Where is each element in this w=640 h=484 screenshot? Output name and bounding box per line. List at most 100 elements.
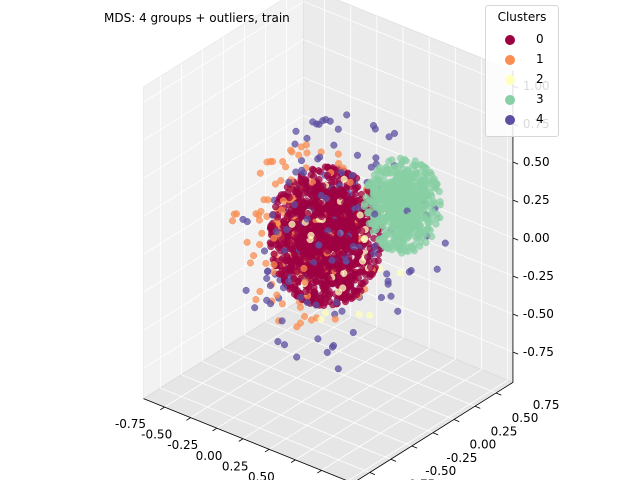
y-tick-mark xyxy=(453,419,460,422)
point-cluster-0 xyxy=(297,175,305,183)
point-cluster-0 xyxy=(329,206,337,214)
point-cluster-3 xyxy=(375,206,383,214)
point-cluster-0 xyxy=(346,211,354,219)
point-cluster-4 xyxy=(348,171,356,179)
point-cluster-3 xyxy=(433,214,441,222)
point-cluster-3 xyxy=(395,162,403,170)
point-cluster-0 xyxy=(307,171,315,179)
point-cluster-0 xyxy=(352,184,360,192)
point-cluster-0 xyxy=(340,249,348,257)
point-cluster-3 xyxy=(375,222,383,230)
y-tick-mark xyxy=(495,392,502,396)
z-tick-label: -0.50 xyxy=(523,307,554,321)
point-cluster-2 xyxy=(335,288,343,296)
point-cluster-0 xyxy=(330,186,338,194)
x-tick-mark xyxy=(186,417,191,421)
y-tick-label: -0.50 xyxy=(425,464,456,478)
z-tick-mark xyxy=(512,275,519,279)
point-cluster-3 xyxy=(389,192,397,200)
point-cluster-0 xyxy=(321,264,329,272)
point-cluster-4 xyxy=(316,153,324,161)
point-cluster-3 xyxy=(421,186,429,194)
point-cluster-3 xyxy=(370,171,378,179)
point-cluster-1 xyxy=(250,252,258,260)
point-cluster-4 xyxy=(394,307,402,315)
point-cluster-4 xyxy=(297,293,305,301)
point-cluster-1 xyxy=(273,291,281,299)
point-cluster-4 xyxy=(278,317,286,325)
point-cluster-1 xyxy=(256,240,264,248)
point-cluster-0 xyxy=(301,244,309,252)
x-tick-label: 0.25 xyxy=(222,459,249,473)
point-cluster-0 xyxy=(334,219,342,227)
point-cluster-2 xyxy=(396,269,404,277)
point-cluster-3 xyxy=(403,170,411,178)
point-cluster-3 xyxy=(410,190,418,198)
point-cluster-0 xyxy=(330,194,338,202)
point-cluster-4 xyxy=(303,215,311,223)
x-tick-mark xyxy=(212,427,218,432)
y-tick-label: -0.25 xyxy=(446,451,477,465)
point-cluster-2 xyxy=(340,175,348,183)
point-cluster-0 xyxy=(318,291,326,299)
point-cluster-0 xyxy=(338,263,346,271)
point-cluster-2 xyxy=(359,257,367,265)
point-cluster-3 xyxy=(369,190,377,198)
x-tick-mark xyxy=(238,438,244,442)
point-cluster-1 xyxy=(270,234,278,242)
point-cluster-0 xyxy=(277,241,285,249)
point-cluster-3 xyxy=(397,220,405,228)
point-cluster-0 xyxy=(299,199,307,207)
z-tick-mark xyxy=(512,161,519,165)
point-cluster-4 xyxy=(330,141,338,149)
point-cluster-0 xyxy=(355,248,363,256)
y-tick-mark xyxy=(432,432,439,436)
z-tick-label: -0.75 xyxy=(523,345,554,359)
point-cluster-0 xyxy=(340,219,348,227)
legend-swatch-4 xyxy=(505,115,515,125)
point-cluster-4 xyxy=(334,125,342,133)
point-cluster-1 xyxy=(270,261,278,269)
point-cluster-0 xyxy=(315,176,323,184)
y-tick-mark xyxy=(411,445,418,449)
legend-swatch-2 xyxy=(505,75,515,85)
point-cluster-1 xyxy=(334,150,342,158)
point-cluster-1 xyxy=(331,315,339,323)
point-cluster-4 xyxy=(332,298,340,306)
point-cluster-3 xyxy=(432,220,440,228)
z-tick-label: -0.25 xyxy=(523,269,554,283)
point-cluster-0 xyxy=(311,294,319,302)
point-cluster-0 xyxy=(288,206,296,214)
point-cluster-4 xyxy=(383,270,391,278)
point-cluster-2 xyxy=(360,235,368,243)
grid-line-z xyxy=(143,267,304,369)
z-tick-mark xyxy=(512,351,519,355)
point-cluster-4 xyxy=(372,154,380,162)
grid-line-y xyxy=(244,334,455,420)
point-cluster-1 xyxy=(272,180,280,188)
point-cluster-3 xyxy=(423,216,431,224)
point-cluster-3 xyxy=(428,232,436,240)
grid-line-y xyxy=(265,321,476,407)
point-cluster-4 xyxy=(292,127,300,135)
y-tick-label: 0.75 xyxy=(533,398,560,412)
point-cluster-4 xyxy=(285,178,293,186)
point-cluster-4 xyxy=(377,294,385,302)
point-cluster-0 xyxy=(318,213,326,221)
point-cluster-3 xyxy=(365,208,373,216)
z-tick-label: 0.25 xyxy=(523,193,550,207)
point-cluster-3 xyxy=(383,165,391,173)
point-cluster-4 xyxy=(441,239,449,247)
point-cluster-3 xyxy=(376,164,384,172)
point-cluster-1 xyxy=(246,259,254,267)
point-cluster-1 xyxy=(256,288,264,296)
point-cluster-4 xyxy=(319,117,327,125)
point-cluster-0 xyxy=(358,227,366,235)
point-cluster-4 xyxy=(292,168,300,176)
y-tick-mark xyxy=(474,405,481,409)
point-cluster-3 xyxy=(387,224,395,232)
point-cluster-3 xyxy=(390,240,398,248)
point-cluster-4 xyxy=(385,133,393,141)
point-cluster-1 xyxy=(255,211,263,219)
